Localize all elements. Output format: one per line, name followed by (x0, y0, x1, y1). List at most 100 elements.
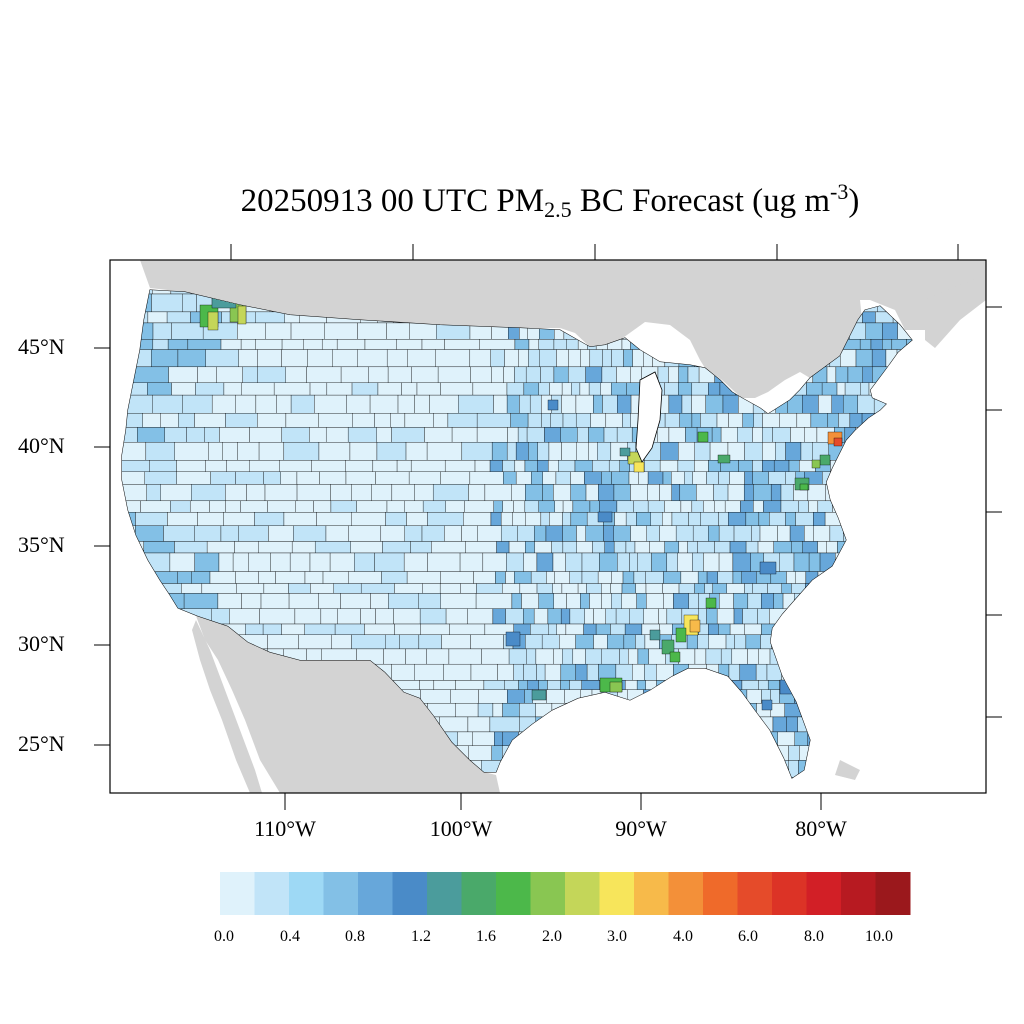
county-cell (255, 311, 285, 324)
county-cell (566, 339, 579, 350)
county-cell (788, 460, 800, 472)
county-cell (802, 394, 819, 414)
county-cell (745, 634, 761, 650)
county-cell (431, 541, 466, 554)
county-cell (492, 703, 503, 718)
county-cell (840, 349, 857, 368)
county-cell (525, 634, 543, 650)
county-cell (827, 413, 839, 428)
county-cell (191, 571, 211, 584)
county-cell (744, 623, 762, 635)
county-cell (553, 366, 569, 383)
county-cell (826, 366, 837, 383)
lon-label-110w: 110°W (254, 816, 316, 841)
county-cell (549, 512, 563, 526)
county-cell (235, 571, 259, 584)
county-cell (569, 608, 585, 625)
county-cell (330, 484, 352, 502)
county-cell (602, 394, 618, 414)
county-cell (197, 366, 217, 383)
county-cell (575, 663, 588, 681)
county-cell (506, 442, 517, 461)
county-cell (504, 680, 519, 690)
county-cell (711, 427, 722, 443)
county-cell (407, 349, 436, 368)
county-cell (552, 583, 563, 594)
county-cell (818, 394, 832, 414)
county-cell (597, 571, 612, 584)
county-cell (752, 460, 763, 472)
county-cell (562, 512, 572, 526)
county-cell (716, 413, 729, 428)
county-cell (388, 593, 419, 609)
county-cell (307, 349, 333, 368)
county-cell (304, 571, 324, 584)
county-cell (659, 460, 679, 472)
county-cell (324, 322, 358, 340)
county-cell (679, 413, 693, 428)
county-cell (281, 339, 304, 350)
county-cell (593, 608, 606, 625)
county-cell (705, 648, 722, 665)
lon-label-80w: 80°W (795, 816, 847, 841)
county-cell (451, 427, 478, 443)
county-cell (242, 366, 258, 383)
county-cell (649, 541, 665, 554)
county-cell (604, 541, 615, 554)
county-cell (258, 442, 285, 461)
county-cell (775, 442, 786, 461)
county-cell (507, 689, 525, 704)
county-cell (397, 394, 415, 414)
colorbar-swatch (358, 872, 393, 915)
county-cell (788, 745, 800, 761)
county-cell (260, 593, 290, 609)
lat-label-40: 40°N (18, 433, 65, 458)
county-cell (697, 571, 708, 584)
county-cell (539, 349, 557, 368)
county-cell (229, 608, 260, 625)
county-cell (708, 623, 719, 635)
county-cell (593, 634, 608, 650)
county-cell (779, 413, 798, 428)
county-cell (769, 512, 786, 526)
county-cell (581, 552, 600, 572)
county-cell (798, 500, 809, 513)
county-cell (209, 500, 226, 513)
county-cell (562, 648, 574, 665)
county-cell (523, 663, 537, 681)
county-cell (171, 382, 196, 396)
county-cell (348, 571, 382, 584)
county-cell (264, 484, 298, 502)
county-cell (142, 413, 161, 428)
county-cell (458, 394, 494, 414)
county-cell (182, 293, 197, 313)
county-cell (603, 525, 614, 542)
county-cell (680, 500, 693, 513)
colorbar-tick-label: 1.2 (411, 928, 431, 945)
county-cell (514, 571, 532, 584)
county-cell (616, 427, 633, 443)
county-cell (354, 552, 375, 572)
county-cell (514, 460, 526, 472)
county-cell (391, 484, 415, 502)
county-cell (482, 552, 507, 572)
county-cell (152, 394, 183, 414)
county-cell (871, 349, 887, 368)
county-cell (381, 571, 408, 584)
county-cell (547, 399, 559, 411)
county-cell (521, 593, 539, 609)
county-cell (440, 471, 471, 485)
county-cell (780, 484, 794, 502)
county-cell (435, 349, 471, 368)
county-cell (773, 541, 792, 554)
county-cell (223, 382, 242, 396)
county-cell (744, 471, 753, 485)
county-cell (619, 447, 631, 457)
county-cell (650, 512, 663, 526)
colorbar-tick-label: 4.0 (673, 928, 693, 945)
county-cell (638, 471, 649, 485)
county-cell (404, 500, 424, 513)
colorbar-swatch (737, 872, 773, 915)
county-cell (616, 366, 631, 383)
county-cell (622, 413, 631, 428)
